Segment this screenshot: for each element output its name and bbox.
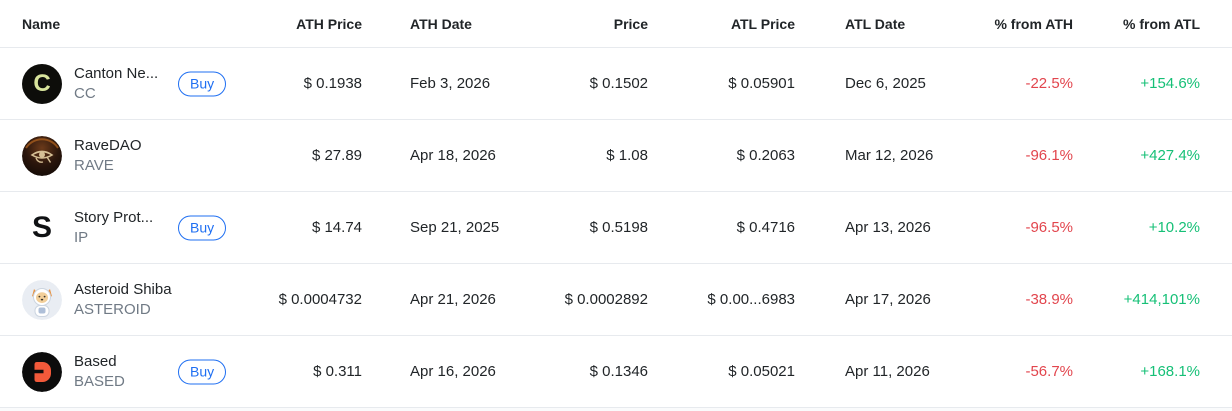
buy-button[interactable]: Buy <box>178 71 227 96</box>
pct-from-ath-value: -96.1% <box>1025 147 1073 164</box>
price-value: $ 0.0002892 <box>564 291 648 308</box>
atl-date-value: Dec 6, 2025 <box>845 75 926 92</box>
column-header-pct-from-atl[interactable]: % from ATL <box>1123 15 1200 32</box>
coin-name-cell: Based BASED Buy <box>0 336 252 407</box>
atl-date-value: Apr 13, 2026 <box>845 219 931 236</box>
ath-price-value: $ 0.0004732 <box>278 291 362 308</box>
coin-symbol: ASTEROID <box>74 300 151 318</box>
atl-price-value: $ 0.05901 <box>728 75 795 92</box>
pct-from-atl-value: +154.6% <box>1140 75 1200 92</box>
coin-name: Canton Ne... <box>74 64 159 82</box>
ath-date-value: Apr 21, 2026 <box>410 291 496 308</box>
buy-button[interactable]: Buy <box>178 215 227 240</box>
ath-price-value: $ 0.1938 <box>303 75 362 92</box>
coin-name-stack: Story Prot... IP <box>74 208 153 248</box>
column-header-ath-price[interactable]: ATH Price <box>296 15 362 32</box>
coin-name: Based <box>74 352 117 370</box>
table-row-story-protocol[interactable]: S Story Prot... IP Buy $ 14.74 Sep 21, 2… <box>0 192 1232 264</box>
based-coin-icon <box>22 351 62 392</box>
ravedao-coin-icon <box>22 135 62 176</box>
price-value: $ 0.1346 <box>589 363 648 380</box>
coin-name: RaveDAO <box>74 136 142 154</box>
column-header-name[interactable]: Name <box>22 15 61 32</box>
pct-from-atl-value: +414,101% <box>1123 291 1200 308</box>
table-row-asteroid-shiba[interactable]: Asteroid Shiba ASTEROID $ 0.0004732 Apr … <box>0 264 1232 336</box>
ath-price-value: $ 0.311 <box>313 363 362 380</box>
ath-date-value: Sep 21, 2025 <box>410 219 500 236</box>
coin-symbol: CC <box>74 84 96 102</box>
atl-price-value: $ 0.05021 <box>728 363 795 380</box>
ath-price-value: $ 27.89 <box>311 147 362 164</box>
ath-date-value: Apr 18, 2026 <box>410 147 496 164</box>
atl-price-value: $ 0.2063 <box>736 147 795 164</box>
coin-name-cell: C Canton Ne... CC Buy <box>0 48 252 119</box>
coin-name-stack: Canton Ne... CC <box>74 64 158 104</box>
atl-price-value: $ 0.00...6983 <box>707 291 795 308</box>
table-row-based[interactable]: Based BASED Buy $ 0.311 Apr 16, 2026 $ 0… <box>0 336 1232 408</box>
price-value: $ 0.1502 <box>589 75 648 92</box>
pct-from-atl-value: +427.4% <box>1140 147 1200 164</box>
ath-price-value: $ 14.74 <box>311 219 362 236</box>
buy-button[interactable]: Buy <box>178 359 227 384</box>
coin-icon-letter: C <box>33 69 51 97</box>
table-row-canton-network[interactable]: C Canton Ne... CC Buy $ 0.1938 Feb 3, 20… <box>0 48 1232 120</box>
table-row-ravedao[interactable]: RaveDAO RAVE $ 27.89 Apr 18, 2026 $ 1.08… <box>0 120 1232 192</box>
coin-symbol: IP <box>74 228 89 246</box>
pct-from-ath-value: -56.7% <box>1025 363 1073 380</box>
column-header-price[interactable]: Price <box>613 15 648 32</box>
coin-symbol: BASED <box>74 372 125 390</box>
ath-date-value: Feb 3, 2026 <box>410 75 491 92</box>
ath-date-value: Apr 16, 2026 <box>410 363 496 380</box>
price-value: $ 1.08 <box>606 147 648 164</box>
column-header-pct-from-ath[interactable]: % from ATH <box>994 15 1073 32</box>
atl-price-value: $ 0.4716 <box>736 219 795 236</box>
asteroid-shiba-coin-icon <box>22 279 62 320</box>
pct-from-atl-value: +168.1% <box>1140 363 1200 380</box>
coin-name: Asteroid Shiba <box>74 280 172 298</box>
coin-symbol: RAVE <box>74 156 114 174</box>
atl-date-value: Apr 17, 2026 <box>845 291 931 308</box>
coin-name-cell: S Story Prot... IP Buy <box>0 192 252 263</box>
pct-from-ath-value: -22.5% <box>1025 75 1073 92</box>
coin-name-stack: Asteroid Shiba ASTEROID <box>74 280 172 320</box>
next-row-partial <box>0 408 1232 411</box>
column-header-atl-date[interactable]: ATL Date <box>845 15 906 32</box>
price-value: $ 0.5198 <box>589 219 648 236</box>
pct-from-ath-value: -38.9% <box>1025 291 1073 308</box>
pct-from-atl-value: +10.2% <box>1148 219 1200 236</box>
story-protocol-coin-icon: S <box>22 207 62 248</box>
coin-name-cell: RaveDAO RAVE <box>0 120 252 191</box>
coin-name: Story Prot... <box>74 208 154 226</box>
atl-date-value: Apr 11, 2026 <box>845 363 930 380</box>
coin-name-stack: RaveDAO RAVE <box>74 136 142 176</box>
column-header-atl-price[interactable]: ATL Price <box>730 15 795 32</box>
coin-name-cell: Asteroid Shiba ASTEROID <box>0 264 252 335</box>
table-header-row: Name ATH Price ATH Date Price ATL Price … <box>0 0 1232 48</box>
coin-icon-letter: S <box>31 210 52 244</box>
coin-name-stack: Based BASED <box>74 352 125 392</box>
column-header-ath-date[interactable]: ATH Date <box>410 15 472 32</box>
canton-network-coin-icon: C <box>22 63 62 104</box>
atl-date-value: Mar 12, 2026 <box>845 147 934 164</box>
pct-from-ath-value: -96.5% <box>1025 219 1073 236</box>
